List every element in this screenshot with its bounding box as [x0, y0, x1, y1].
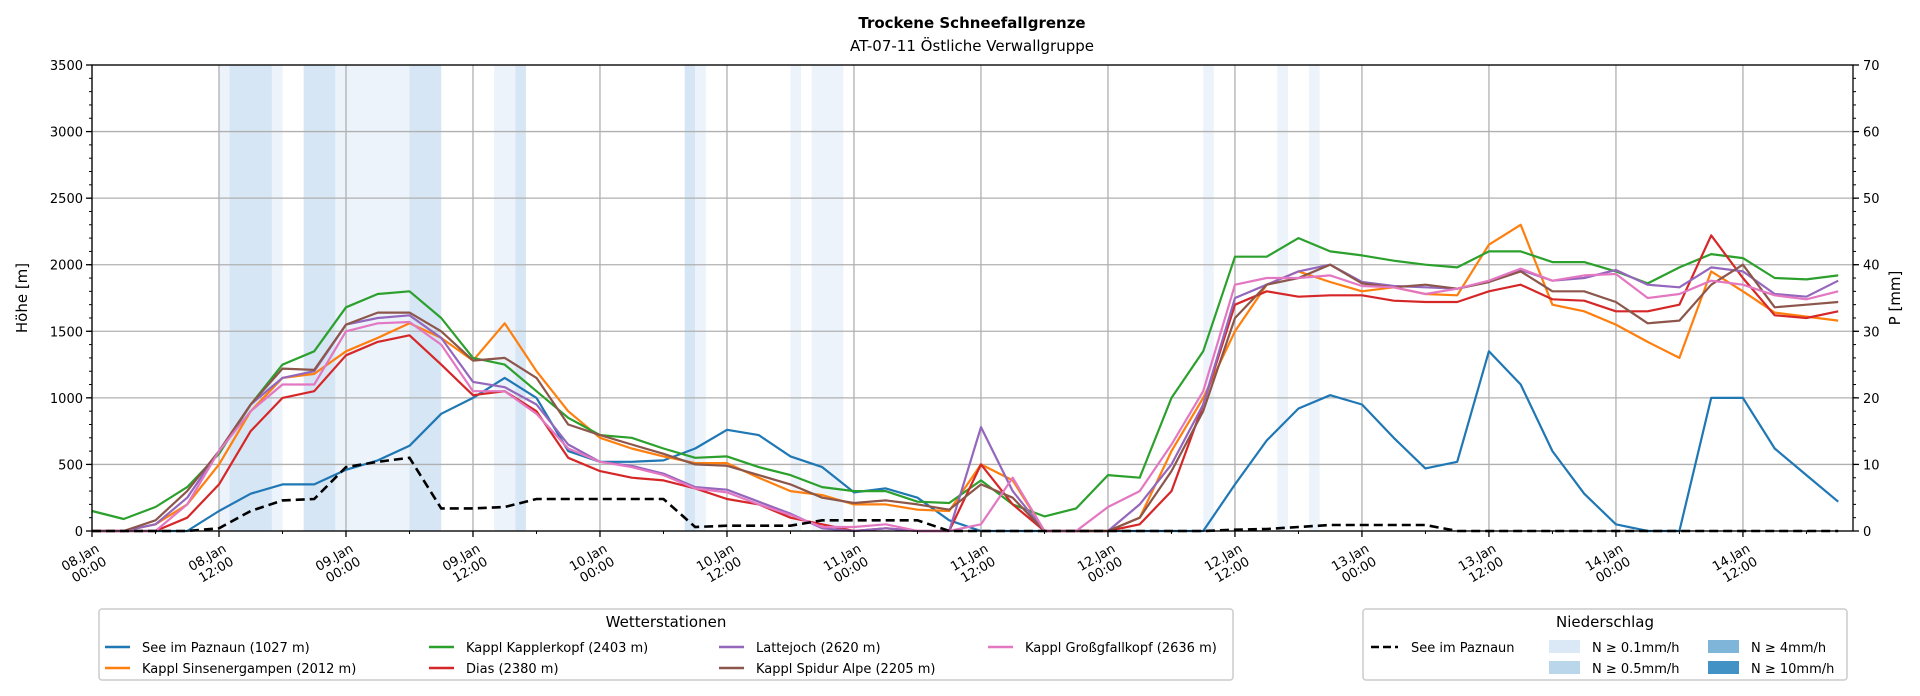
- y-tick-label: 2500: [50, 192, 83, 207]
- legend-item: Kappl Spidur Alpe (2205 m): [719, 662, 936, 677]
- precip-band: [695, 65, 706, 531]
- y2-tick-label: 30: [1863, 325, 1880, 340]
- precip-band: [1203, 65, 1214, 531]
- legend-item: See im Paznaun (1027 m): [105, 641, 310, 656]
- precip-band: [1309, 65, 1320, 531]
- legend-precip-title: Niederschlag: [1556, 613, 1654, 631]
- precip-bands: [218, 65, 1320, 531]
- legend-label: See im Paznaun (1027 m): [142, 641, 310, 656]
- chart-title: Trockene Schneefallgrenze: [858, 14, 1085, 32]
- precip-band: [303, 65, 336, 531]
- legend-precip-level: N ≥ 4mm/h: [1708, 640, 1826, 656]
- y-tick-label: 3000: [50, 126, 83, 141]
- legend-item: Kappl Sinsenergampen (2012 m): [105, 662, 356, 677]
- legend-swatch: [1708, 661, 1739, 674]
- series-line: [92, 223, 1839, 533]
- y-tick-label: 0: [75, 525, 83, 540]
- series-line: [92, 350, 1839, 533]
- precip-band: [515, 65, 526, 531]
- legend-label: Kappl Sinsenergampen (2012 m): [142, 662, 356, 677]
- legend-stations: Wetterstationen See im Paznaun (1027 m) K…: [98, 608, 1234, 681]
- y2-tick-label: 20: [1863, 392, 1880, 407]
- legend-item: Kappl Kapplerkopf (2403 m): [429, 641, 648, 656]
- precip-band: [790, 65, 802, 531]
- legend-label: N ≥ 10mm/h: [1751, 662, 1834, 677]
- y2-tick-label: 60: [1863, 126, 1880, 141]
- y2-tick-label: 70: [1863, 59, 1880, 74]
- precip-band: [684, 65, 696, 531]
- legend-item: Lattejoch (2620 m): [719, 641, 881, 656]
- precip-band: [271, 65, 283, 531]
- legend-precip-level: N ≥ 10mm/h: [1708, 661, 1834, 677]
- precip-band: [218, 65, 230, 531]
- y2-axis-label: P [mm]: [1886, 271, 1904, 326]
- y2-tick-label: 50: [1863, 192, 1880, 207]
- legend-label: Lattejoch (2620 m): [756, 641, 881, 656]
- legend-label: N ≥ 0.1mm/h: [1592, 641, 1680, 656]
- legend-swatch: [1549, 661, 1580, 674]
- precip-band: [811, 65, 844, 531]
- plot-frame: [91, 64, 1854, 532]
- legend-label: Dias (2380 m): [466, 662, 559, 677]
- legend-item: Dias (2380 m): [429, 662, 559, 677]
- precip-band: [1277, 65, 1288, 531]
- y-tick-label: 3500: [50, 59, 83, 74]
- y-tick-label: 1000: [50, 392, 83, 407]
- series-line: [92, 267, 1839, 533]
- legend-label: N ≥ 4mm/h: [1751, 641, 1826, 656]
- legend-label: N ≥ 0.5mm/h: [1592, 662, 1680, 677]
- legend-swatch: [1708, 640, 1739, 653]
- y2-tick-label: 10: [1863, 458, 1880, 473]
- legend-precip-line-label: See im Paznaun: [1411, 641, 1515, 656]
- precip-band: [335, 65, 410, 531]
- chart-subtitle: AT-07-11 Östliche Verwallgruppe: [850, 36, 1094, 55]
- legend-precip-level: N ≥ 0.5mm/h: [1549, 661, 1680, 677]
- precip-band: [494, 65, 516, 531]
- legend-label: Kappl Kapplerkopf (2403 m): [466, 641, 648, 656]
- series-line: [92, 263, 1839, 533]
- legend-stations-title: Wetterstationen: [606, 613, 727, 631]
- legend-swatch: [1549, 640, 1580, 653]
- legend-label: Kappl Spidur Alpe (2205 m): [756, 662, 936, 677]
- y-tick-label: 1500: [50, 325, 83, 340]
- legend-precip-level: N ≥ 0.1mm/h: [1549, 640, 1680, 656]
- precip-band: [229, 65, 272, 531]
- y-tick-label: 500: [58, 458, 83, 473]
- y-axis-label: Höhe [m]: [13, 263, 31, 333]
- series-line: [91, 237, 1839, 521]
- legend-precip: Niederschlag See im Paznaun N ≥ 0.1mm/h N…: [1362, 608, 1848, 681]
- y2-tick-label: 40: [1863, 259, 1880, 274]
- precip-band: [409, 65, 442, 531]
- y2-tick-label: 0: [1863, 525, 1871, 540]
- y-tick-label: 2000: [50, 259, 83, 274]
- legend-item: Kappl Großgfallkopf (2636 m): [988, 641, 1217, 656]
- legend-label: Kappl Großgfallkopf (2636 m): [1025, 641, 1217, 656]
